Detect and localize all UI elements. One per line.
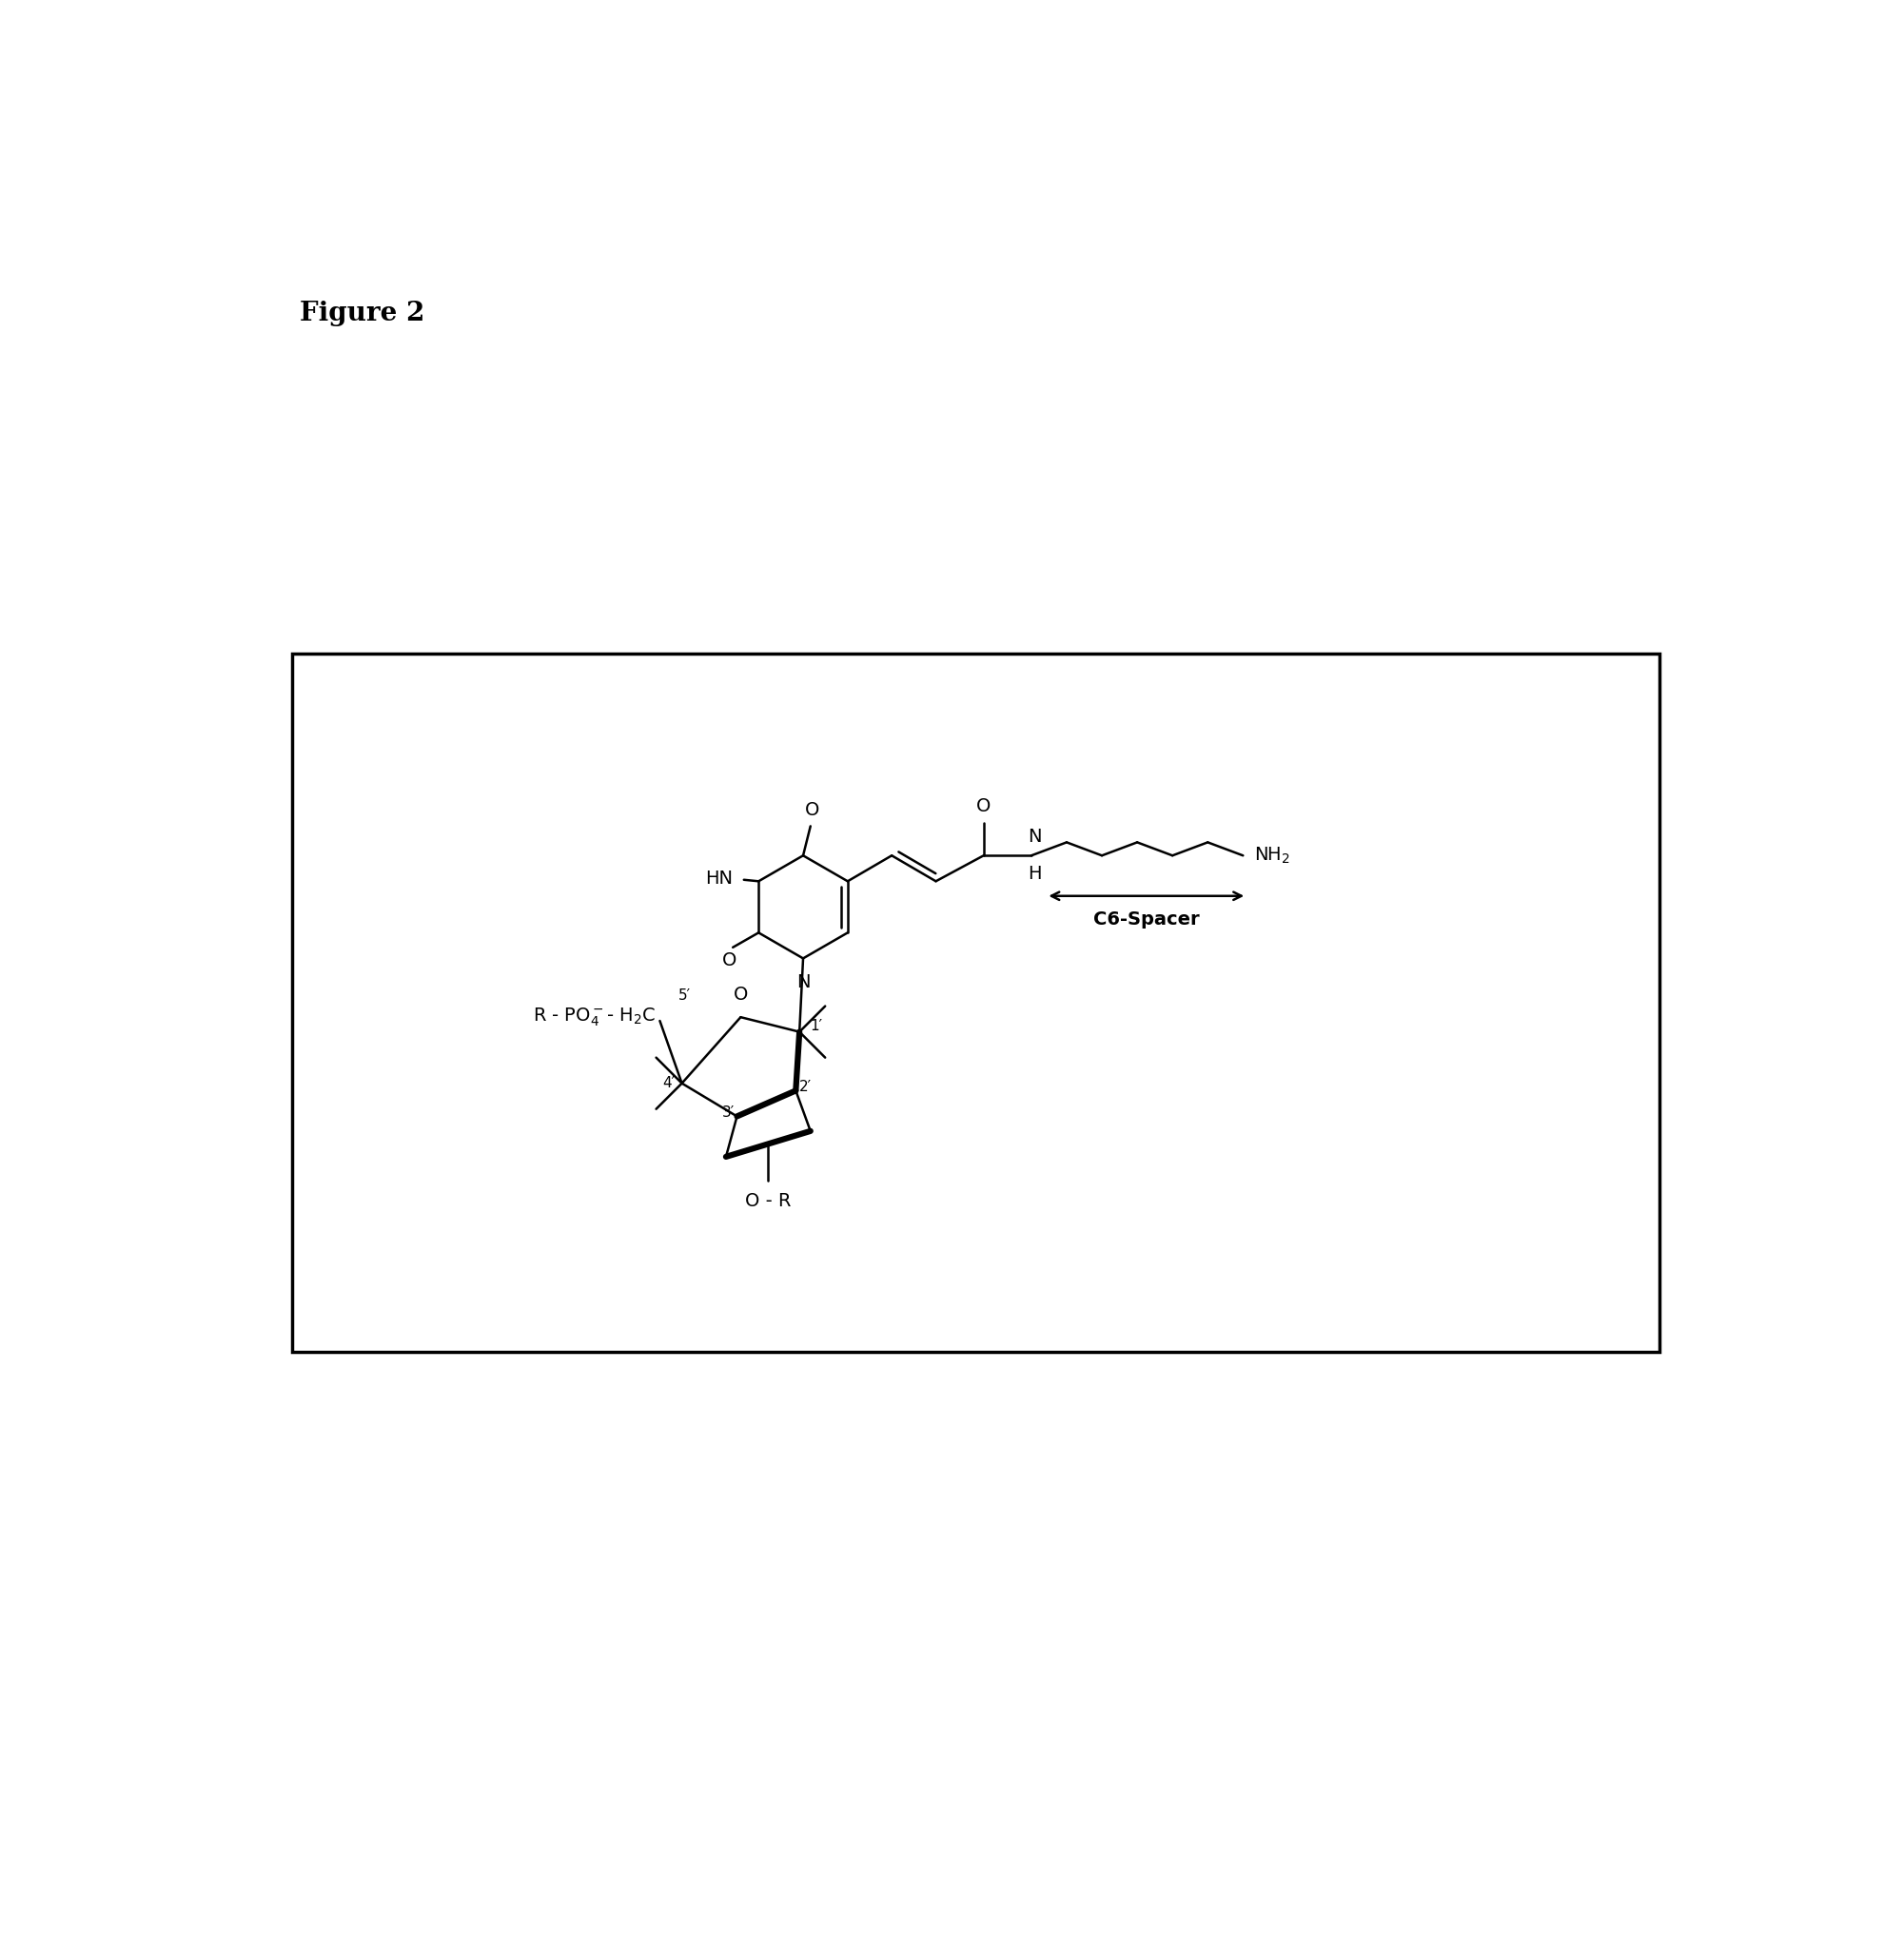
Text: 5′: 5′ [678,988,691,1003]
Text: 2′: 2′ [800,1080,811,1093]
Text: 1′: 1′ [811,1019,823,1033]
Text: C6-Spacer: C6-Spacer [1093,911,1200,929]
Text: O: O [977,796,990,816]
Text: O: O [722,951,737,968]
Text: N: N [1028,827,1041,847]
Text: O: O [805,800,819,820]
Text: R - PO$_4^-$- H$_2$C: R - PO$_4^-$- H$_2$C [533,1005,657,1029]
Text: H: H [1028,865,1041,884]
Text: O - R: O - R [744,1191,792,1209]
Text: O: O [733,986,748,1003]
Text: Figure 2: Figure 2 [299,301,425,327]
Text: NH$_2$: NH$_2$ [1255,845,1291,867]
Text: N: N [796,972,809,992]
Text: 4′: 4′ [663,1076,674,1089]
Text: HN: HN [704,870,733,888]
Text: 3′: 3′ [722,1105,735,1121]
Bar [293,653,1658,1352]
